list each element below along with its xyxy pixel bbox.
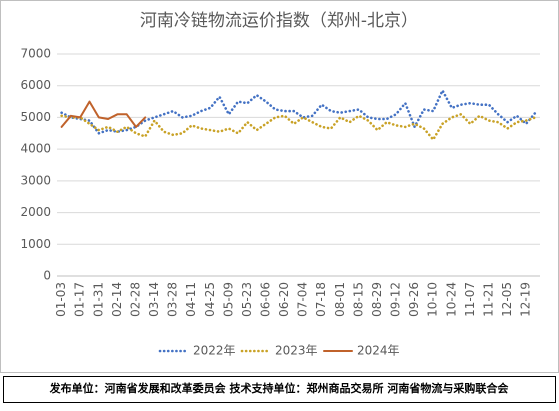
x-tick-label: 06-06 (258, 282, 272, 317)
x-tick-label: 04-25 (203, 282, 217, 317)
legend-label: 2024年 (357, 344, 400, 358)
x-tick-label: 02-14 (110, 282, 124, 317)
y-tick-label: 3000 (20, 173, 51, 187)
x-tick-label: 07-18 (314, 282, 328, 317)
x-tick-label: 01-31 (91, 282, 105, 317)
chart-title: 河南冷链物流运价指数（郑州-北京） (140, 11, 418, 31)
x-tick-label: 04-11 (184, 282, 198, 317)
x-tick-label: 01-17 (73, 282, 87, 317)
y-tick-label: 1000 (20, 237, 51, 251)
series-line (60, 100, 147, 128)
y-tick-label: 4000 (20, 142, 51, 156)
x-tick-label: 12-05 (500, 282, 514, 317)
legend-label: 2023年 (275, 344, 318, 358)
legend-label: 2022年 (193, 344, 236, 358)
x-tick-label: 03-28 (166, 282, 180, 317)
x-tick-label: 05-23 (240, 282, 254, 317)
x-tick-label: 08-29 (370, 282, 384, 317)
x-tick-label: 08-15 (351, 282, 365, 317)
y-tick-label: 2000 (20, 205, 51, 219)
x-tick-label: 10-10 (426, 282, 440, 317)
y-tick-label: 0 (43, 269, 51, 283)
y-tick-label: 5000 (20, 110, 51, 124)
series-line (60, 89, 537, 135)
x-tick-label: 09-26 (407, 282, 421, 317)
x-tick-label: 09-12 (389, 282, 403, 317)
x-tick-label: 05-09 (221, 282, 235, 317)
chart-frame (0, 0, 559, 373)
x-tick-label: 07-04 (296, 282, 310, 317)
y-tick-label: 6000 (20, 78, 51, 92)
series-line (60, 113, 537, 141)
x-tick-label: 06-20 (277, 282, 291, 317)
x-tick-label: 01-03 (54, 282, 68, 317)
x-tick-label: 11-21 (481, 282, 495, 317)
footer: 发布单位：河南省发展和改革委员会 技术支持单位：郑州商品交易所 河南省物流与采购… (49, 381, 510, 395)
footer-box (3, 376, 556, 403)
x-tick-label: 08-01 (333, 282, 347, 317)
x-tick-label: 02-28 (128, 282, 142, 317)
x-tick-label: 10-24 (444, 282, 458, 317)
x-tick-label: 12-19 (519, 282, 533, 317)
x-tick-label: 03-14 (147, 282, 161, 317)
y-tick-label: 7000 (20, 47, 51, 61)
x-tick-label: 11-07 (463, 282, 477, 317)
